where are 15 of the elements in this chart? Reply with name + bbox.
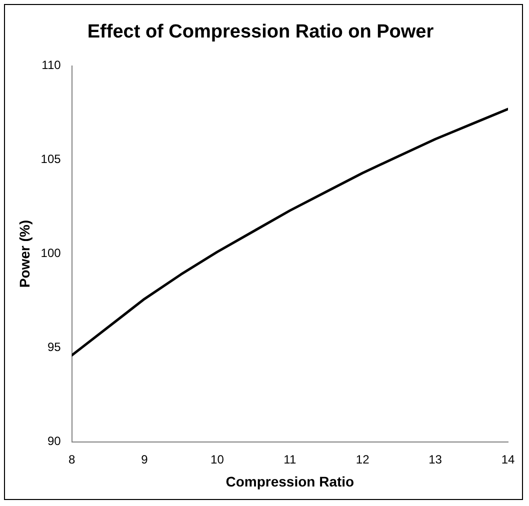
x-tick-label: 12 <box>356 452 370 466</box>
y-tick-label: 110 <box>42 58 62 72</box>
x-tick-label: 9 <box>141 452 148 466</box>
y-tick-label: 90 <box>47 434 62 448</box>
y-tick-label: 95 <box>47 340 62 354</box>
x-tick-label: 14 <box>501 452 515 466</box>
chart-title: Effect of Compression Ratio on Power <box>87 22 434 43</box>
x-tick-label: 8 <box>68 452 76 466</box>
x-tick-label: 11 <box>284 452 296 466</box>
y-axis-title: Power (%) <box>16 220 32 288</box>
x-tick-label: 10 <box>210 452 224 466</box>
y-tick-label: 100 <box>40 246 62 260</box>
x-axis-title: Compression Ratio <box>226 473 354 490</box>
x-tick-label: 13 <box>428 452 442 466</box>
y-tick-label: 105 <box>40 152 62 166</box>
